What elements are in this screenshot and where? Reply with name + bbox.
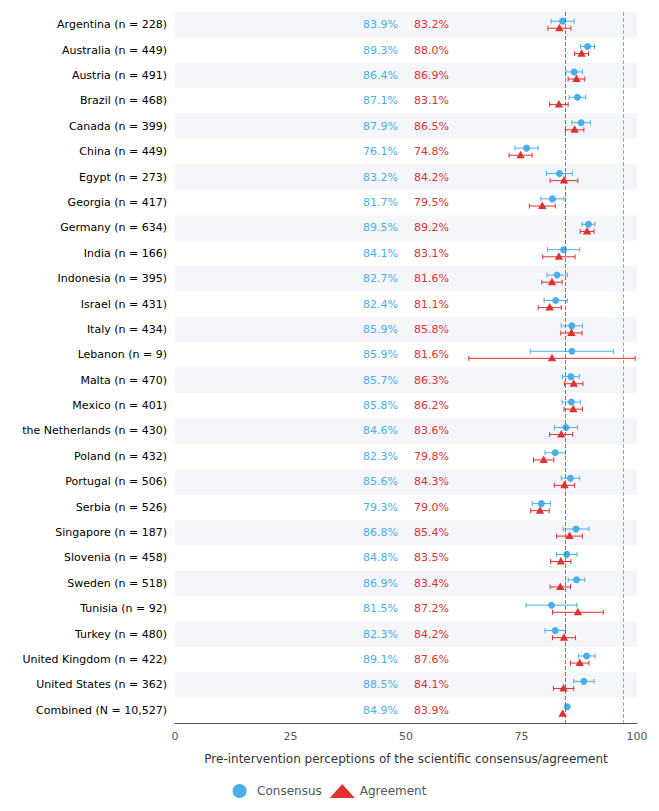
svg-text:Brazil (n = 468): Brazil (n = 468) [80,94,167,107]
svg-text:Germany (n = 634): Germany (n = 634) [60,221,167,234]
svg-text:United Kingdom (n = 422): United Kingdom (n = 422) [22,653,167,666]
svg-text:United States (n = 362): United States (n = 362) [36,678,167,691]
svg-text:83.6%: 83.6% [414,424,449,437]
svg-text:83.4%: 83.4% [414,577,449,590]
svg-text:74.8%: 74.8% [414,145,449,158]
svg-text:87.9%: 87.9% [363,120,398,133]
svg-text:83.1%: 83.1% [414,94,449,107]
svg-text:89.1%: 89.1% [363,653,398,666]
svg-text:81.7%: 81.7% [363,196,398,209]
svg-text:Sweden (n = 518): Sweden (n = 518) [67,577,167,590]
svg-text:87.6%: 87.6% [414,653,449,666]
svg-text:50: 50 [399,730,413,743]
svg-text:79.5%: 79.5% [414,196,449,209]
svg-text:Consensus: Consensus [257,784,322,798]
svg-text:85.6%: 85.6% [363,475,398,488]
svg-text:81.5%: 81.5% [363,602,398,615]
svg-text:Italy (n = 434): Italy (n = 434) [87,323,167,336]
svg-text:Georgia (n = 417): Georgia (n = 417) [68,196,167,209]
svg-text:Agreement: Agreement [360,784,427,798]
svg-text:Pre-intervention perceptions o: Pre-intervention perceptions of the scie… [204,752,608,766]
svg-text:84.2%: 84.2% [414,628,449,641]
svg-text:84.9%: 84.9% [363,704,398,717]
svg-text:China (n = 449): China (n = 449) [79,145,167,158]
svg-text:79.3%: 79.3% [363,501,398,514]
svg-text:82.7%: 82.7% [363,272,398,285]
svg-text:88.5%: 88.5% [363,678,398,691]
svg-text:85.8%: 85.8% [414,323,449,336]
svg-text:84.8%: 84.8% [363,551,398,564]
svg-text:83.1%: 83.1% [414,247,449,260]
svg-text:Turkey (n = 480): Turkey (n = 480) [74,628,167,641]
svg-text:85.4%: 85.4% [414,526,449,539]
svg-text:Lebanon (n = 9): Lebanon (n = 9) [78,348,167,361]
svg-text:83.5%: 83.5% [414,551,449,564]
svg-text:82.4%: 82.4% [363,298,398,311]
svg-text:Singapore (n = 187): Singapore (n = 187) [55,526,167,539]
svg-text:86.5%: 86.5% [414,120,449,133]
svg-text:84.1%: 84.1% [414,678,449,691]
svg-text:Israel (n = 431): Israel (n = 431) [81,298,167,311]
svg-text:Portugal (n = 506): Portugal (n = 506) [65,475,167,488]
svg-text:87.1%: 87.1% [363,94,398,107]
svg-text:83.9%: 83.9% [414,704,449,717]
svg-text:85.7%: 85.7% [363,374,398,387]
svg-text:83.2%: 83.2% [414,18,449,31]
svg-text:the Netherlands (n = 430): the Netherlands (n = 430) [22,424,167,437]
svg-text:88.0%: 88.0% [414,44,449,57]
svg-text:Slovenia (n = 458): Slovenia (n = 458) [64,551,167,564]
svg-text:Argentina (n = 228): Argentina (n = 228) [57,18,167,31]
svg-text:79.0%: 79.0% [414,501,449,514]
svg-text:81.1%: 81.1% [414,298,449,311]
svg-text:Indonesia (n = 395): Indonesia (n = 395) [58,272,167,285]
svg-text:82.3%: 82.3% [363,628,398,641]
svg-text:0: 0 [172,730,179,743]
svg-text:76.1%: 76.1% [363,145,398,158]
svg-text:75: 75 [515,730,529,743]
svg-text:84.1%: 84.1% [363,247,398,260]
svg-text:100: 100 [627,730,648,743]
svg-text:89.5%: 89.5% [363,221,398,234]
svg-text:86.3%: 86.3% [414,374,449,387]
svg-text:India (n = 166): India (n = 166) [84,247,167,260]
svg-text:85.9%: 85.9% [363,323,398,336]
svg-text:84.3%: 84.3% [414,475,449,488]
svg-text:86.9%: 86.9% [363,577,398,590]
svg-text:Serbia (n = 526): Serbia (n = 526) [76,501,167,514]
svg-text:Combined (N = 10,527): Combined (N = 10,527) [36,704,167,717]
svg-text:86.2%: 86.2% [414,399,449,412]
svg-text:Poland (n = 432): Poland (n = 432) [74,450,167,463]
svg-text:Malta (n = 470): Malta (n = 470) [80,374,167,387]
svg-text:82.3%: 82.3% [363,450,398,463]
svg-text:86.9%: 86.9% [414,69,449,82]
svg-text:81.6%: 81.6% [414,348,449,361]
svg-text:25: 25 [284,730,298,743]
svg-text:Tunisia (n = 92): Tunisia (n = 92) [79,602,167,615]
svg-text:Egypt (n = 273): Egypt (n = 273) [79,171,167,184]
svg-text:Australia (n = 449): Australia (n = 449) [62,44,167,57]
svg-text:81.6%: 81.6% [414,272,449,285]
svg-text:Canada (n = 399): Canada (n = 399) [69,120,167,133]
svg-text:86.8%: 86.8% [363,526,398,539]
svg-text:85.8%: 85.8% [363,399,398,412]
svg-text:85.9%: 85.9% [363,348,398,361]
svg-text:84.6%: 84.6% [363,424,398,437]
svg-text:89.2%: 89.2% [414,221,449,234]
svg-text:87.2%: 87.2% [414,602,449,615]
svg-text:89.3%: 89.3% [363,44,398,57]
svg-text:83.9%: 83.9% [363,18,398,31]
svg-text:83.2%: 83.2% [363,171,398,184]
svg-text:84.2%: 84.2% [414,171,449,184]
svg-text:86.4%: 86.4% [363,69,398,82]
svg-text:79.8%: 79.8% [414,450,449,463]
svg-text:Austria (n = 491): Austria (n = 491) [72,69,167,82]
svg-text:Mexico (n = 401): Mexico (n = 401) [72,399,167,412]
